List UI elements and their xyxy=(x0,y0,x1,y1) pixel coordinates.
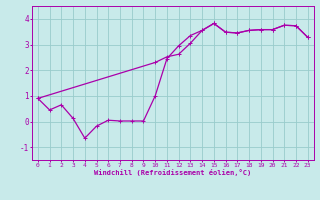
X-axis label: Windchill (Refroidissement éolien,°C): Windchill (Refroidissement éolien,°C) xyxy=(94,169,252,176)
